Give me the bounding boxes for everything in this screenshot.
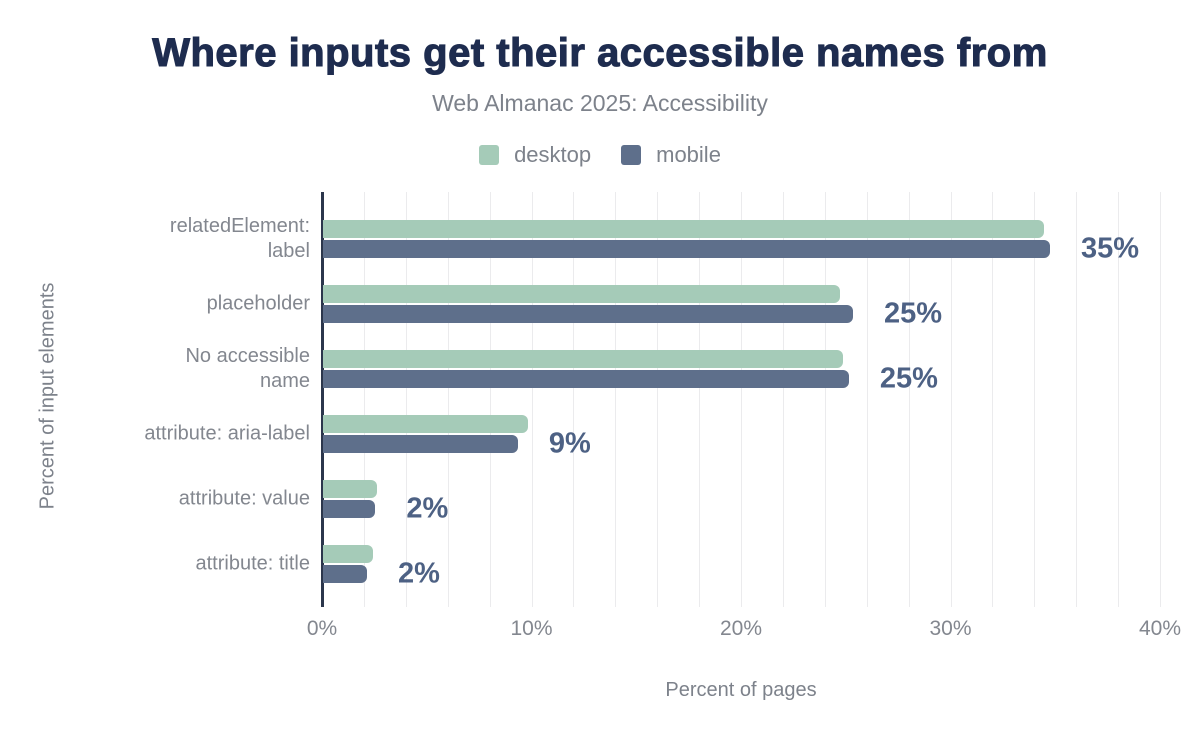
chart-subtitle: Web Almanac 2025: Accessibility: [432, 90, 768, 116]
x-tick-20: 20%: [719, 617, 763, 640]
value-label-attribute-title: 2%: [397, 557, 440, 590]
category-label-no-accessible-name: No accessible name: [185, 345, 310, 392]
legend-label-mobile: mobile: [656, 142, 721, 167]
y-axis-line: [321, 192, 324, 607]
gridline: [699, 192, 701, 607]
gridline: [741, 192, 742, 607]
gridline: [447, 192, 449, 607]
bar-desktop-no-accessible-name: [323, 350, 843, 368]
gridline: [1034, 192, 1036, 607]
bar-mobile-placeholder: [323, 305, 854, 323]
gridline: [363, 192, 365, 607]
category-label-attribute-title: attribute: title: [195, 552, 310, 575]
x-axis-title: Percent of pages: [665, 679, 817, 701]
gridline: [405, 192, 407, 607]
gridline: [615, 192, 617, 607]
gridline: [489, 192, 491, 607]
category-axis: relatedElement: label placeholder No acces…: [0, 192, 310, 600]
gridline: [531, 192, 533, 607]
x-tick-40: 40%: [1138, 617, 1182, 640]
legend-item-desktop: desktop: [479, 142, 591, 168]
category-label-attribute-value: attribute: value: [178, 487, 310, 510]
value-label-attribute-aria-label: 9%: [548, 427, 591, 460]
value-label-no-accessible-name: 25%: [879, 362, 938, 395]
gridline: [782, 192, 784, 607]
mobile-swatch-icon: [621, 145, 642, 165]
gridline: [657, 192, 659, 607]
category-label-attribute-aria-label: attribute: aria-label: [144, 422, 310, 445]
bar-mobile-attribute-title: [323, 565, 367, 583]
gridline: [1118, 192, 1120, 607]
x-tick-10: 10%: [510, 617, 553, 640]
gridline: [573, 192, 575, 607]
chart-title: Where inputs get their accessible names …: [152, 30, 1048, 75]
value-label-relatedelement-label: 35%: [1080, 232, 1139, 265]
desktop-swatch-icon: [479, 145, 500, 165]
value-label-placeholder: 25%: [884, 297, 943, 330]
bar-mobile-attribute-aria-label: [323, 435, 518, 453]
legend-item-mobile: mobile: [621, 142, 721, 168]
bar-desktop-attribute-value: [323, 480, 378, 498]
bar-mobile-no-accessible-name: [323, 370, 849, 388]
bar-desktop-relatedelement-label: [323, 220, 1044, 238]
bar-mobile-relatedelement-label: [323, 240, 1050, 258]
value-label-attribute-value: 2%: [406, 492, 449, 525]
gridline: [824, 192, 826, 607]
plot-area: 35% 25% 25% 9% 2% 2%: [321, 192, 1161, 607]
x-axis-ticks: 0% 10% 20% 30% 40%: [0, 617, 1200, 643]
category-label-placeholder: placeholder: [206, 292, 310, 315]
legend-label-desktop: desktop: [514, 142, 592, 167]
gridline: [992, 192, 994, 607]
bar-desktop-placeholder: [323, 285, 841, 303]
bar-desktop-attribute-title: [323, 545, 374, 563]
gridline: [1160, 192, 1161, 607]
category-label-relatedelement-label: relatedElement: label: [169, 215, 310, 262]
gridline: [1076, 192, 1078, 607]
x-tick-0: 0%: [306, 617, 338, 640]
bar-desktop-attribute-aria-label: [323, 415, 529, 433]
gridline: [908, 192, 910, 607]
bar-mobile-attribute-value: [323, 500, 376, 518]
gridline: [950, 192, 952, 607]
gridline: [866, 192, 868, 607]
x-tick-30: 30%: [929, 617, 972, 640]
legend: desktop mobile: [0, 142, 1200, 168]
